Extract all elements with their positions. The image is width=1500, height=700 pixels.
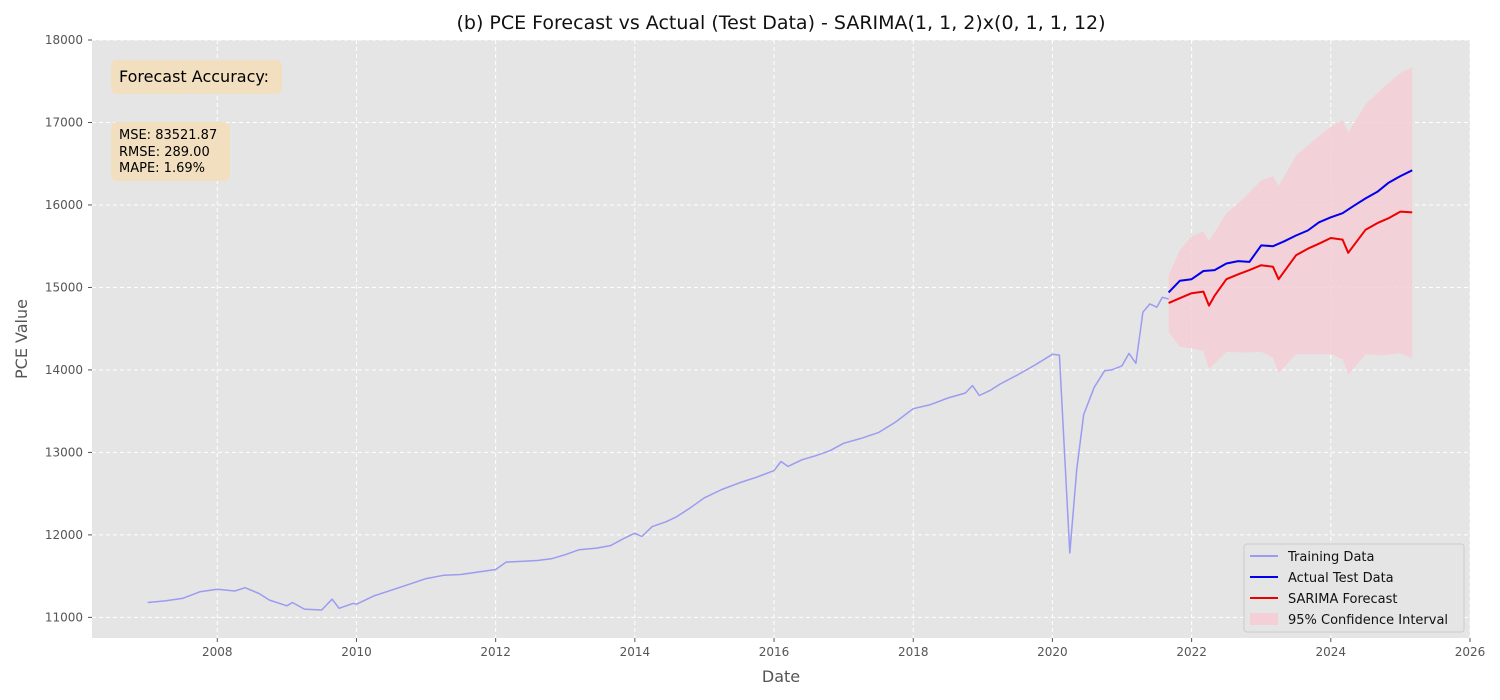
x-tick-label: 2012 (480, 645, 511, 659)
x-tick-label: 2024 (1316, 645, 1347, 659)
rmse-label: RMSE: 289.00 (119, 145, 210, 160)
x-tick-label: 2010 (341, 645, 372, 659)
legend: Training Data Actual Test Data SARIMA Fo… (1243, 543, 1465, 633)
y-tick-label: 18000 (45, 33, 83, 47)
confidence-interval-band (1168, 67, 1413, 375)
x-tick-label: 2014 (620, 645, 651, 659)
x-axis-ticks: 2008 2010 2012 2014 2016 2018 2020 2022 2024 2026 (202, 638, 1485, 659)
training-data-line (147, 296, 1169, 611)
legend-label-actual: Actual Test Data (1288, 571, 1394, 586)
confidence-interval-layer (1168, 67, 1413, 375)
x-tick-label: 2022 (1176, 645, 1207, 659)
y-tick-label: 16000 (45, 198, 83, 212)
accuracy-metrics-bg (111, 122, 230, 181)
x-tick-label: 2016 (759, 645, 790, 659)
y-axis-title: PCE Value (12, 299, 31, 379)
y-tick-label: 13000 (45, 445, 83, 459)
x-tick-label: 2020 (1037, 645, 1068, 659)
y-tick-label: 12000 (45, 528, 83, 542)
accuracy-metrics-box: MSE: 83521.87 RMSE: 289.00 MAPE: 1.69% (111, 122, 230, 181)
legend-swatch-ci (1250, 613, 1278, 625)
y-tick-label: 15000 (45, 280, 83, 294)
legend-label-training: Training Data (1287, 550, 1374, 565)
x-tick-label: 2018 (898, 645, 929, 659)
mape-label: MAPE: 1.69% (119, 161, 205, 176)
y-tick-label: 11000 (45, 610, 83, 624)
sarima-forecast-line (1168, 210, 1413, 307)
chart-title: (b) PCE Forecast vs Actual (Test Data) -… (456, 12, 1105, 34)
legend-box (1243, 543, 1465, 633)
accuracy-title-box: Forecast Accuracy: (111, 60, 282, 94)
accuracy-title-bg (111, 60, 282, 94)
actual-test-data-line (1167, 169, 1413, 294)
x-tick-label: 2026 (1455, 645, 1486, 659)
y-tick-label: 14000 (45, 363, 83, 377)
y-tick-label: 17000 (45, 115, 83, 129)
legend-label-ci: 95% Confidence Interval (1288, 613, 1448, 628)
series-layer (147, 169, 1413, 611)
x-axis-title: Date (762, 667, 800, 686)
y-axis-ticks: 11000 12000 13000 14000 15000 16000 17000 18000 (45, 33, 92, 624)
legend-label-forecast: SARIMA Forecast (1288, 592, 1398, 607)
mse-label: MSE: 83521.87 (119, 128, 217, 143)
x-tick-label: 2008 (202, 645, 233, 659)
accuracy-title: Forecast Accuracy: (119, 67, 269, 86)
